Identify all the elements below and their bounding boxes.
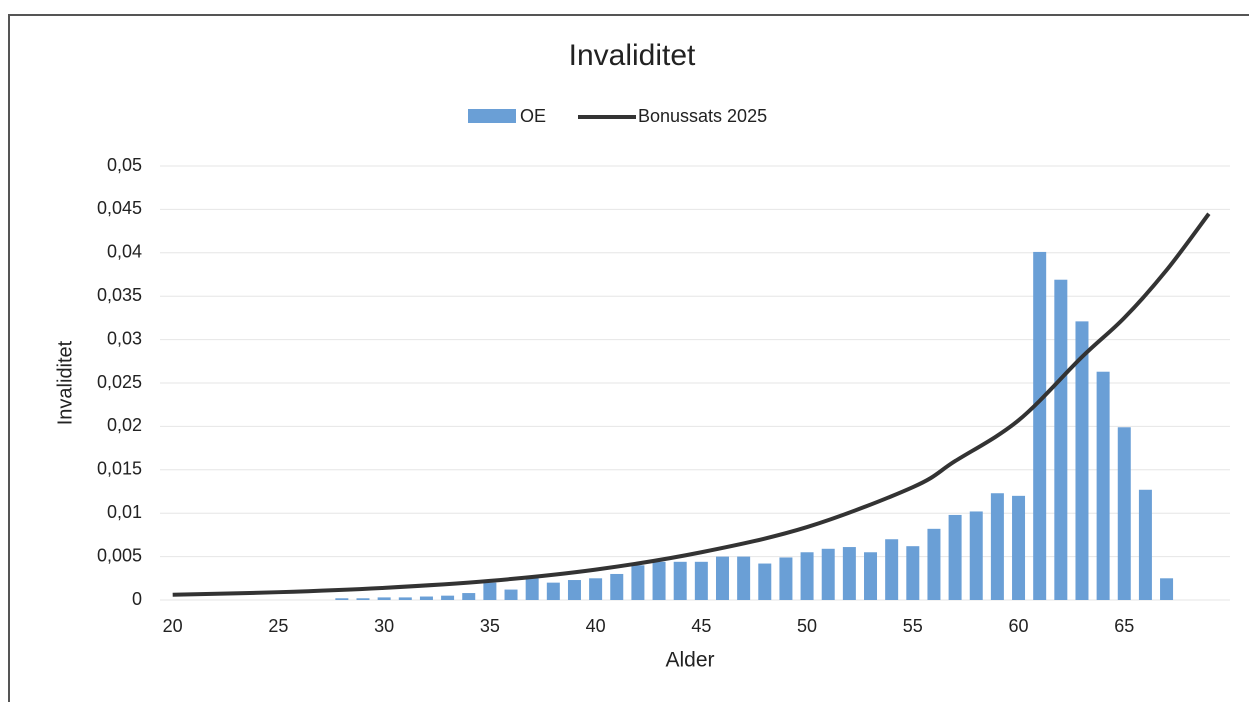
- bar: [1075, 321, 1089, 600]
- bar: [546, 582, 560, 600]
- bar: [589, 578, 603, 600]
- y-tick-label: 0,01: [107, 502, 142, 522]
- y-tick-label: 0,05: [107, 155, 142, 175]
- bar: [483, 582, 497, 600]
- bar: [1012, 495, 1026, 600]
- x-tick-label: 50: [797, 616, 817, 636]
- bar: [1096, 371, 1110, 600]
- x-tick-label: 55: [903, 616, 923, 636]
- x-tick-label: 60: [1009, 616, 1029, 636]
- y-tick-label: 0,025: [97, 372, 142, 392]
- bar: [758, 563, 772, 600]
- bar: [715, 556, 729, 600]
- bar: [1138, 489, 1152, 600]
- bar: [842, 547, 856, 600]
- bar: [441, 595, 455, 600]
- bar: [631, 565, 645, 600]
- bar: [1033, 251, 1047, 600]
- bar: [525, 578, 539, 600]
- x-tick-label: 25: [268, 616, 288, 636]
- bar: [652, 561, 666, 600]
- bar: [356, 598, 370, 600]
- y-tick-label: 0,03: [107, 328, 142, 348]
- bar: [694, 561, 708, 600]
- bar: [335, 598, 349, 600]
- bar: [462, 593, 476, 600]
- bar: [1054, 279, 1068, 600]
- bar: [948, 514, 962, 600]
- bar: [885, 539, 899, 600]
- y-tick-label: 0: [132, 589, 142, 609]
- y-tick-label: 0,04: [107, 242, 142, 262]
- bar: [1160, 578, 1174, 600]
- bar: [990, 493, 1004, 600]
- bar: [610, 573, 624, 600]
- x-tick-label: 30: [374, 616, 394, 636]
- legend-swatch: [468, 109, 516, 123]
- x-tick-label: 65: [1114, 616, 1134, 636]
- bar: [927, 528, 941, 600]
- bar: [377, 597, 391, 600]
- legend-label: Bonussats 2025: [638, 106, 767, 126]
- x-tick-label: 20: [163, 616, 183, 636]
- line: [172, 212, 1211, 597]
- x-tick-label: 35: [480, 616, 500, 636]
- bar: [419, 596, 433, 600]
- legend-label: OE: [520, 106, 546, 126]
- bar: [1117, 427, 1131, 600]
- bar: [800, 552, 814, 600]
- bar: [398, 597, 412, 600]
- bar: [969, 511, 983, 600]
- bar: [673, 561, 687, 600]
- bar: [779, 557, 793, 600]
- x-axis-label: Alder: [665, 649, 714, 672]
- chart-title: Invaliditet: [569, 39, 696, 72]
- y-axis-label: Invaliditet: [54, 340, 76, 425]
- bar: [737, 556, 751, 600]
- bar: [864, 552, 878, 600]
- bar: [906, 546, 920, 600]
- y-tick-label: 0,035: [97, 285, 142, 305]
- y-tick-label: 0,02: [107, 415, 142, 435]
- y-tick-label: 0,045: [97, 198, 142, 218]
- bar: [504, 589, 518, 600]
- bar: [821, 548, 835, 600]
- x-tick-label: 45: [691, 616, 711, 636]
- y-tick-label: 0,005: [97, 545, 142, 565]
- x-tick-label: 40: [586, 616, 606, 636]
- y-tick-label: 0,015: [97, 459, 142, 479]
- bar: [567, 580, 581, 600]
